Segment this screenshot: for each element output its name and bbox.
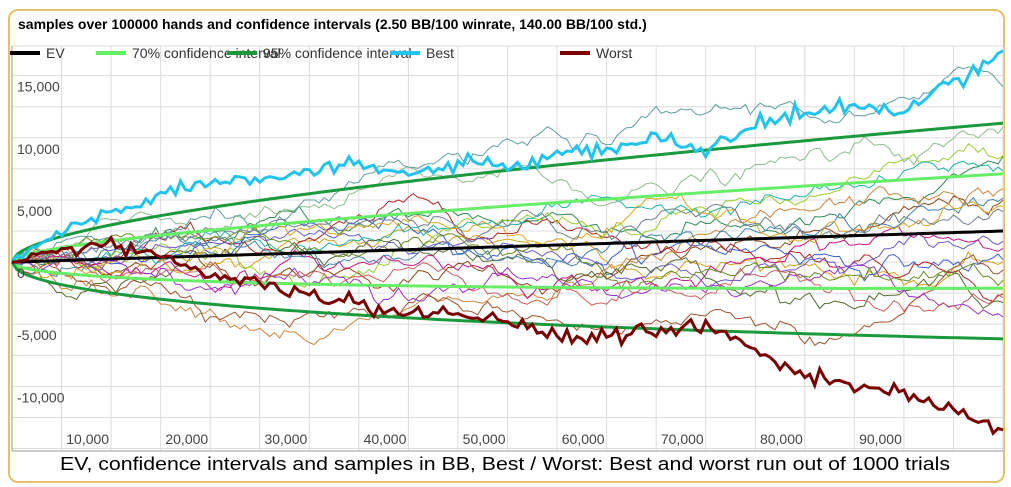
ev-line <box>11 229 1004 264</box>
legend-item: 95% confidence interval <box>227 45 412 61</box>
sample-line <box>11 195 1004 296</box>
x-tick-label: 30,000 <box>264 431 307 447</box>
y-tick-label: -5,000 <box>17 327 57 343</box>
y-tick-label: 5,000 <box>17 203 52 219</box>
x-tick-label: 70,000 <box>661 431 704 447</box>
y-tick-label: 0 <box>17 265 25 281</box>
sample-line <box>11 185 1004 346</box>
x-tick-label: 60,000 <box>562 431 605 447</box>
chart-caption: EV, confidence intervals and samples in … <box>60 454 950 474</box>
sample-line <box>11 226 1004 289</box>
x-tick-label: 90,000 <box>859 431 902 447</box>
legend-label: EV <box>46 45 65 61</box>
legend-item: Best <box>390 45 454 61</box>
x-tick-label: 20,000 <box>165 431 208 447</box>
sample-line <box>11 257 1004 318</box>
best-line <box>10 49 1004 263</box>
sample-line <box>11 235 1004 310</box>
y-tick-label: 10,000 <box>17 141 60 157</box>
x-tick-label: 50,000 <box>463 431 506 447</box>
y-tick-label: -10,000 <box>17 389 65 405</box>
legend-label: 70% confidence interval <box>132 45 281 61</box>
x-tick-label: 10,000 <box>66 431 109 447</box>
legend-label: 95% confidence interval <box>263 45 412 61</box>
x-tick-label: 80,000 <box>760 431 803 447</box>
ci70-upper-line <box>11 172 1004 264</box>
chart-title: samples over 100000 hands and confidence… <box>18 16 647 32</box>
sample-line <box>11 212 1004 282</box>
legend-label: Best <box>426 45 454 61</box>
sample-line <box>11 203 1004 266</box>
legend-item: EV <box>10 45 65 61</box>
worst-line <box>11 235 1004 436</box>
sample-line <box>11 226 1004 300</box>
y-tick-label: 15,000 <box>17 79 60 95</box>
x-tick-label: 40,000 <box>364 431 407 447</box>
legend-item: 70% confidence interval <box>96 45 281 61</box>
ci70-lower-line <box>11 260 1004 290</box>
sample-line <box>11 254 1004 347</box>
legend-label: Worst <box>596 45 632 61</box>
sample-line <box>11 66 1004 263</box>
legend-item: Worst <box>560 45 632 61</box>
